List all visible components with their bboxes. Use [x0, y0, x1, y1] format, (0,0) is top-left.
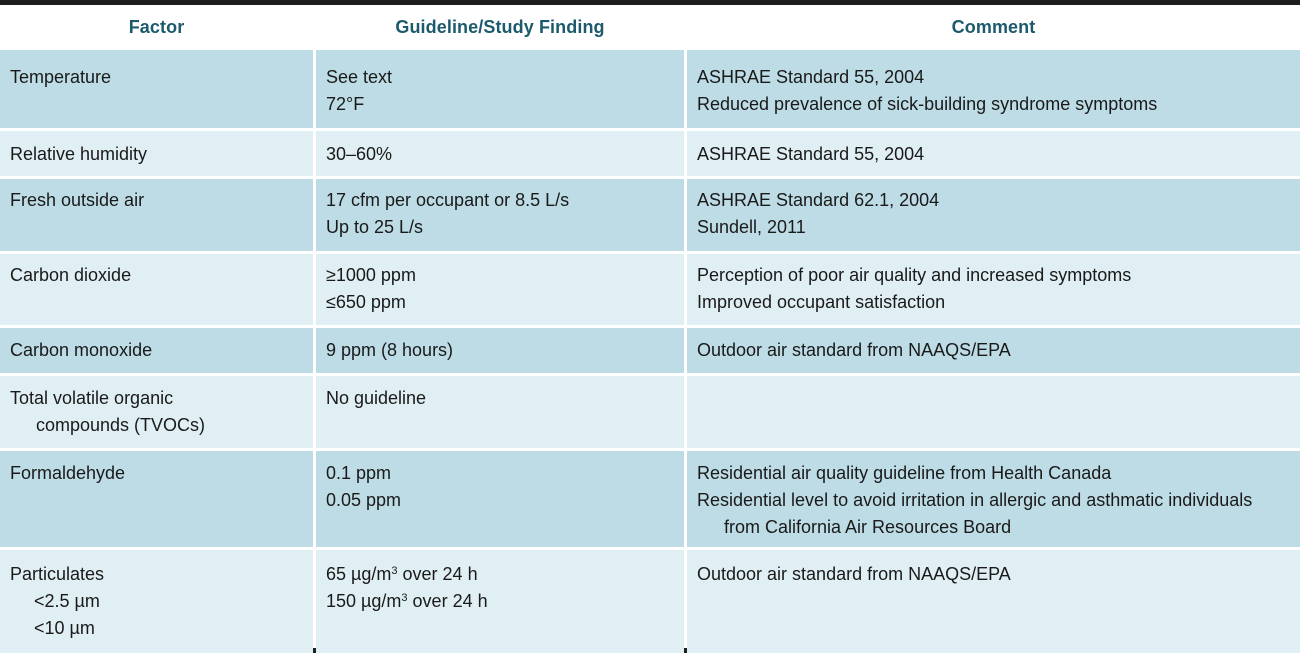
guideline-text: Up to 25 L/s — [326, 217, 424, 237]
factor-text: Carbon dioxide — [10, 265, 132, 285]
factor-cell: Carbon dioxide — [0, 254, 313, 325]
factor-cell: Total volatile organic compounds (TVOCs) — [0, 376, 313, 448]
factor-cell: Fresh outside air — [0, 179, 313, 251]
factor-cell: Formaldehyde — [0, 451, 313, 547]
guideline-cell: 30–60% — [316, 131, 684, 176]
factor-text: Fresh outside air — [10, 190, 145, 210]
guideline-cell: No guideline — [316, 376, 684, 448]
comment-cell: ASHRAE Standard 55, 2004 Reduced prevale… — [687, 50, 1300, 128]
header-comment: Comment — [687, 5, 1300, 50]
comment-cell: Outdoor air standard from NAAQS/EPA — [687, 328, 1300, 373]
comment-cell: Outdoor air standard from NAAQS/EPA — [687, 550, 1300, 653]
guideline-text: ≥1000 ppm — [326, 265, 416, 285]
table-row: Relative humidity 30–60% ASHRAE Standard… — [0, 131, 1300, 176]
header-guideline: Guideline/Study Finding — [316, 5, 684, 50]
comment-text: from California Air Resources Board — [724, 517, 1012, 537]
factor-text: <2.5 µm — [34, 591, 100, 611]
guideline-text: 0.1 ppm — [326, 463, 392, 483]
factor-text: Temperature — [10, 67, 112, 87]
comment-cell: Perception of poor air quality and incre… — [687, 254, 1300, 325]
table-row: Formaldehyde 0.1 ppm 0.05 ppm Residentia… — [0, 451, 1300, 547]
factor-text: Total volatile organic — [10, 388, 174, 408]
factor-cell: Carbon monoxide — [0, 328, 313, 373]
comment-text: Perception of poor air quality and incre… — [697, 265, 1132, 285]
guideline-cell: 0.1 ppm 0.05 ppm — [316, 451, 684, 547]
comment-cell: ASHRAE Standard 62.1, 2004 Sundell, 2011 — [687, 179, 1300, 251]
guideline-text: ≤650 ppm — [326, 292, 406, 312]
comment-text: Sundell, 2011 — [697, 217, 806, 237]
guideline-text: No guideline — [326, 388, 427, 408]
comment-text: Outdoor air standard from NAAQS/EPA — [697, 564, 1011, 584]
header-factor: Factor — [0, 5, 313, 50]
guideline-text: 150 µg/m3 over 24 h — [326, 591, 488, 611]
comment-text: Residential air quality guideline from H… — [697, 463, 1112, 483]
table-row: Particulates <2.5 µm <10 µm 65 µg/m3 ove… — [0, 550, 1300, 653]
comment-cell: ASHRAE Standard 55, 2004 — [687, 131, 1300, 176]
guideline-cell: ≥1000 ppm ≤650 ppm — [316, 254, 684, 325]
factor-text: compounds (TVOCs) — [36, 415, 206, 435]
table-row: Temperature See text 72°F ASHRAE Standar… — [0, 50, 1300, 128]
guideline-text: 72°F — [326, 94, 365, 114]
factor-text: <10 µm — [34, 618, 95, 638]
table-row: Fresh outside air 17 cfm per occupant or… — [0, 179, 1300, 251]
comment-text: ASHRAE Standard 55, 2004 — [697, 67, 925, 87]
factor-text: Particulates — [10, 564, 105, 584]
guideline-text: 0.05 ppm — [326, 490, 402, 510]
comment-text: Outdoor air standard from NAAQS/EPA — [697, 340, 1011, 360]
comment-text: Residential level to avoid irritation in… — [697, 490, 1253, 510]
comment-text: ASHRAE Standard 62.1, 2004 — [697, 190, 940, 210]
factor-text: Carbon monoxide — [10, 340, 153, 360]
guideline-cell: 9 ppm (8 hours) — [316, 328, 684, 373]
guideline-text: 65 µg/m3 over 24 h — [326, 564, 478, 584]
factor-cell: Relative humidity — [0, 131, 313, 176]
table-row: Carbon dioxide ≥1000 ppm ≤650 ppm Percep… — [0, 254, 1300, 325]
table-row: Total volatile organic compounds (TVOCs)… — [0, 376, 1300, 448]
factor-cell: Temperature — [0, 50, 313, 128]
guideline-text: 30–60% — [326, 144, 393, 164]
guideline-text: 17 cfm per occupant or 8.5 L/s — [326, 190, 570, 210]
guideline-cell: 17 cfm per occupant or 8.5 L/s Up to 25 … — [316, 179, 684, 251]
comment-cell: Residential air quality guideline from H… — [687, 451, 1300, 547]
guideline-cell: See text 72°F — [316, 50, 684, 128]
comment-text: Improved occupant satisfaction — [697, 292, 946, 312]
factor-text: Formaldehyde — [10, 463, 126, 483]
factor-cell: Particulates <2.5 µm <10 µm — [0, 550, 313, 653]
guideline-text: See text — [326, 67, 393, 87]
comment-cell — [687, 376, 1300, 448]
guideline-text: 9 ppm (8 hours) — [326, 340, 454, 360]
guideline-cell: 65 µg/m3 over 24 h 150 µg/m3 over 24 h — [316, 550, 684, 653]
comment-text: ASHRAE Standard 55, 2004 — [697, 144, 925, 164]
comment-text: Reduced prevalence of sick-building synd… — [697, 94, 1158, 114]
factor-text: Relative humidity — [10, 144, 148, 164]
table-row: Carbon monoxide 9 ppm (8 hours) Outdoor … — [0, 328, 1300, 373]
